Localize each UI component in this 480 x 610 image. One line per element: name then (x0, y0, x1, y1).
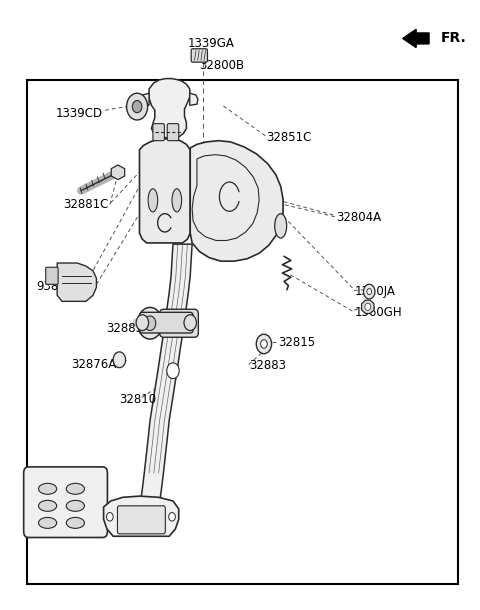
Circle shape (184, 315, 196, 331)
Text: 1360GH: 1360GH (355, 306, 403, 319)
Text: 32883: 32883 (106, 321, 143, 335)
FancyBboxPatch shape (191, 49, 207, 62)
Bar (27, 80, 458, 584)
Circle shape (144, 316, 156, 331)
Text: 32804A: 32804A (336, 212, 381, 224)
Ellipse shape (38, 483, 57, 494)
Polygon shape (140, 139, 190, 243)
FancyBboxPatch shape (24, 467, 108, 537)
Text: 32800B: 32800B (199, 59, 244, 73)
FancyBboxPatch shape (46, 267, 58, 284)
FancyBboxPatch shape (140, 312, 193, 333)
Circle shape (168, 512, 175, 521)
Circle shape (113, 352, 126, 368)
Circle shape (256, 334, 272, 354)
FancyArrow shape (403, 29, 429, 48)
Ellipse shape (172, 188, 181, 212)
Text: 1310JA: 1310JA (355, 285, 396, 298)
Polygon shape (111, 165, 125, 179)
Circle shape (261, 340, 267, 348)
Text: 1339CD: 1339CD (56, 107, 103, 120)
Text: 32876A: 32876A (72, 358, 117, 371)
FancyBboxPatch shape (153, 124, 164, 141)
Text: 32883: 32883 (250, 359, 287, 372)
Ellipse shape (66, 517, 84, 528)
Polygon shape (141, 93, 149, 106)
Polygon shape (141, 244, 192, 503)
Ellipse shape (38, 500, 57, 511)
Circle shape (136, 315, 149, 331)
Text: 32825: 32825 (33, 473, 71, 486)
Circle shape (363, 284, 375, 299)
Text: 93810A: 93810A (36, 280, 82, 293)
Circle shape (107, 512, 113, 521)
Ellipse shape (275, 214, 287, 238)
Ellipse shape (38, 517, 57, 528)
Polygon shape (190, 93, 198, 106)
Circle shape (132, 101, 142, 113)
Text: 32851C: 32851C (266, 131, 312, 144)
Ellipse shape (148, 188, 157, 212)
Text: 32815: 32815 (278, 336, 315, 350)
Circle shape (365, 303, 371, 310)
Circle shape (167, 363, 179, 379)
Text: 32810: 32810 (120, 393, 156, 406)
Circle shape (127, 93, 148, 120)
Polygon shape (104, 496, 179, 536)
Polygon shape (190, 141, 283, 261)
Polygon shape (361, 300, 374, 314)
Circle shape (367, 289, 372, 295)
Text: 32881C: 32881C (63, 198, 108, 211)
FancyBboxPatch shape (167, 124, 179, 141)
Text: FR.: FR. (441, 32, 467, 45)
FancyBboxPatch shape (118, 506, 165, 534)
Polygon shape (149, 79, 190, 138)
Circle shape (138, 307, 162, 339)
FancyBboxPatch shape (159, 309, 198, 337)
Text: 1339GA: 1339GA (187, 37, 234, 50)
Ellipse shape (66, 483, 84, 494)
Polygon shape (57, 263, 96, 301)
Ellipse shape (66, 500, 84, 511)
